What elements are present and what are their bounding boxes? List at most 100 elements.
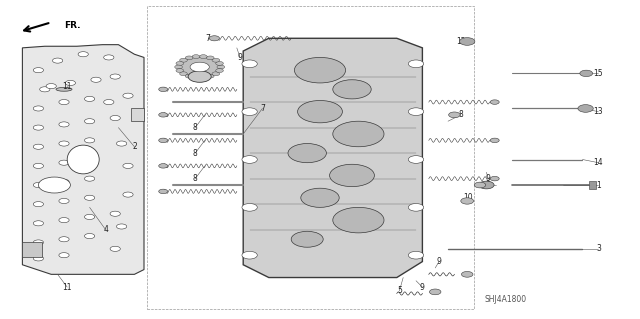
Circle shape xyxy=(38,177,70,193)
Circle shape xyxy=(209,36,220,41)
Circle shape xyxy=(333,121,384,147)
Circle shape xyxy=(217,65,225,69)
Bar xyxy=(589,181,596,189)
Circle shape xyxy=(110,115,120,121)
Circle shape xyxy=(301,188,339,207)
Circle shape xyxy=(110,246,120,251)
Text: 8: 8 xyxy=(458,110,463,119)
Circle shape xyxy=(490,100,499,104)
Circle shape xyxy=(84,195,95,200)
Circle shape xyxy=(408,156,424,163)
Circle shape xyxy=(116,224,127,229)
Circle shape xyxy=(460,38,475,45)
Circle shape xyxy=(186,74,193,78)
Bar xyxy=(22,242,42,257)
Circle shape xyxy=(84,138,95,143)
Circle shape xyxy=(188,71,211,82)
Text: 8: 8 xyxy=(193,174,198,183)
Circle shape xyxy=(580,70,593,77)
Polygon shape xyxy=(243,38,422,278)
Text: 9: 9 xyxy=(436,257,442,266)
Circle shape xyxy=(84,119,95,124)
Bar xyxy=(131,108,144,121)
Circle shape xyxy=(176,69,184,72)
Circle shape xyxy=(461,198,474,204)
Text: 12: 12 xyxy=(456,37,465,46)
Text: 7: 7 xyxy=(205,34,211,43)
Circle shape xyxy=(408,108,424,115)
Circle shape xyxy=(123,93,133,98)
Circle shape xyxy=(159,189,168,194)
Circle shape xyxy=(159,113,168,117)
Ellipse shape xyxy=(56,87,72,91)
Circle shape xyxy=(59,198,69,204)
Circle shape xyxy=(186,56,193,60)
Circle shape xyxy=(330,164,374,187)
Text: 9: 9 xyxy=(420,283,425,292)
Circle shape xyxy=(242,251,257,259)
Circle shape xyxy=(59,160,69,165)
Text: 9: 9 xyxy=(486,174,491,183)
Circle shape xyxy=(65,80,76,85)
Circle shape xyxy=(52,58,63,63)
Circle shape xyxy=(59,141,69,146)
Circle shape xyxy=(449,112,460,118)
Circle shape xyxy=(216,69,223,72)
Circle shape xyxy=(408,204,424,211)
Circle shape xyxy=(490,176,499,181)
Circle shape xyxy=(206,56,214,60)
Circle shape xyxy=(291,231,323,247)
Circle shape xyxy=(159,138,168,143)
Circle shape xyxy=(33,240,44,245)
Circle shape xyxy=(59,100,69,105)
Circle shape xyxy=(33,144,44,149)
Circle shape xyxy=(242,204,257,211)
Circle shape xyxy=(408,60,424,68)
Text: 11: 11 xyxy=(63,283,72,292)
Circle shape xyxy=(408,251,424,259)
Circle shape xyxy=(123,192,133,197)
Circle shape xyxy=(288,144,326,163)
Text: 8: 8 xyxy=(193,149,198,158)
Circle shape xyxy=(200,75,207,79)
Circle shape xyxy=(104,100,114,105)
Circle shape xyxy=(46,84,56,89)
Circle shape xyxy=(242,156,257,163)
Circle shape xyxy=(33,68,44,73)
Circle shape xyxy=(110,211,120,216)
Circle shape xyxy=(333,207,384,233)
Circle shape xyxy=(110,74,120,79)
Text: 11: 11 xyxy=(63,82,72,91)
Circle shape xyxy=(192,75,200,79)
Polygon shape xyxy=(22,45,144,274)
Text: 6: 6 xyxy=(486,181,491,189)
Circle shape xyxy=(84,96,95,101)
Circle shape xyxy=(429,289,441,295)
Text: 3: 3 xyxy=(596,244,601,253)
Text: FR.: FR. xyxy=(64,21,81,30)
Circle shape xyxy=(242,108,257,115)
Text: 8: 8 xyxy=(193,123,198,132)
Text: 5: 5 xyxy=(397,286,402,295)
Circle shape xyxy=(333,80,371,99)
Circle shape xyxy=(180,58,188,62)
Circle shape xyxy=(78,52,88,57)
Circle shape xyxy=(59,253,69,258)
Circle shape xyxy=(84,157,95,162)
Circle shape xyxy=(33,125,44,130)
Circle shape xyxy=(175,65,182,69)
Circle shape xyxy=(212,72,220,76)
Circle shape xyxy=(104,55,114,60)
Circle shape xyxy=(176,62,184,65)
Circle shape xyxy=(159,164,168,168)
Text: 1: 1 xyxy=(596,181,601,189)
Circle shape xyxy=(59,122,69,127)
Circle shape xyxy=(84,214,95,219)
Circle shape xyxy=(59,179,69,184)
Text: 14: 14 xyxy=(593,158,604,167)
Circle shape xyxy=(192,55,200,59)
Circle shape xyxy=(212,58,220,62)
Text: 10: 10 xyxy=(463,193,474,202)
Circle shape xyxy=(59,218,69,223)
Circle shape xyxy=(33,256,44,261)
